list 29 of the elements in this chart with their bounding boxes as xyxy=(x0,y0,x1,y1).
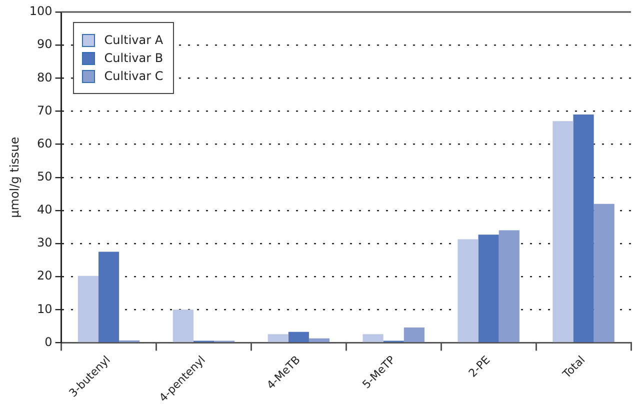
y-tick-label: 40 xyxy=(37,202,52,217)
y-tick-label: 10 xyxy=(37,302,52,316)
y-tick-label: 30 xyxy=(37,236,52,250)
y-tick-label: 20 xyxy=(37,268,52,283)
y-tick-label: 50 xyxy=(37,169,52,184)
y-tick-label: 60 xyxy=(37,136,52,150)
bar xyxy=(404,328,424,342)
bar xyxy=(594,204,614,342)
bar xyxy=(552,121,574,342)
bar xyxy=(498,230,520,342)
bar xyxy=(308,338,330,342)
legend-label: Cultivar C xyxy=(104,69,164,83)
bar xyxy=(478,234,499,342)
y-axis-title: µmol/g tissue xyxy=(7,136,22,218)
y-tick-label: 80 xyxy=(37,70,52,84)
y-tick-label: 100 xyxy=(29,4,52,18)
bar xyxy=(98,252,120,342)
legend-label: Cultivar B xyxy=(104,51,164,65)
bar xyxy=(573,114,594,342)
y-tick-label: 90 xyxy=(37,37,52,52)
bar xyxy=(172,310,194,342)
bar xyxy=(362,334,384,342)
bar xyxy=(78,276,98,342)
bar xyxy=(268,334,288,342)
y-tick-label: 70 xyxy=(37,103,52,118)
legend-label: Cultivar A xyxy=(104,33,164,47)
bar xyxy=(288,332,309,342)
bar xyxy=(458,239,478,342)
y-tick-label: 0 xyxy=(44,334,52,349)
